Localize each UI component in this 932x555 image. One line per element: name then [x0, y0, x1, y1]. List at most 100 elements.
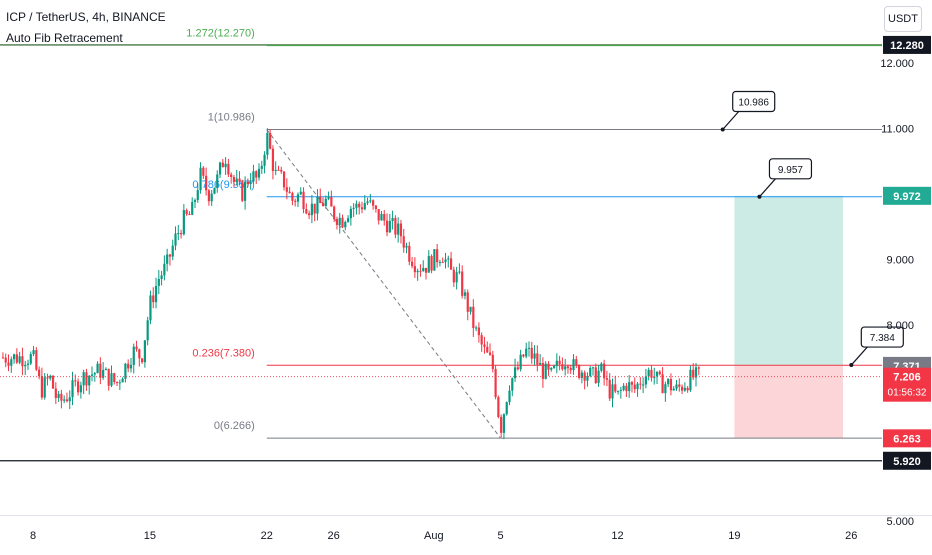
candle-body — [299, 191, 302, 195]
candle-76 — [213, 187, 216, 195]
price-label-bg — [883, 35, 931, 54]
candle-body — [591, 367, 595, 369]
candle-body — [221, 162, 224, 168]
candle-body — [552, 365, 556, 368]
candle-body — [463, 292, 467, 296]
candle-24 — [68, 390, 71, 410]
candle-166 — [463, 289, 467, 300]
callout-pointer — [850, 346, 868, 366]
candle-body — [533, 353, 536, 359]
candle-body — [488, 352, 492, 355]
candle-body — [143, 340, 146, 363]
candle-161 — [449, 251, 453, 270]
callout-text: 9.957 — [778, 165, 803, 176]
callout-anchor — [849, 363, 854, 368]
candle-7 — [21, 347, 24, 376]
candle-15 — [43, 373, 46, 400]
candle-body — [522, 354, 525, 357]
candle-body — [216, 174, 219, 188]
candle-180 — [502, 413, 506, 440]
candle-213 — [594, 363, 597, 384]
candle-body — [680, 386, 684, 391]
candle-227 — [633, 377, 636, 394]
candle-body — [525, 348, 528, 357]
callouts: 10.986 9.957 7.384 — [720, 90, 904, 368]
candle-34 — [96, 361, 99, 374]
candle-27 — [76, 378, 80, 396]
candle-body — [541, 363, 545, 379]
candle-body — [138, 349, 141, 359]
candle-250 — [697, 366, 700, 376]
candle-185 — [516, 361, 519, 371]
x-tick-1: 15 — [144, 530, 156, 542]
candle-body — [255, 171, 258, 178]
candle-123 — [344, 220, 347, 231]
candle-body — [230, 174, 233, 177]
candle-226 — [630, 380, 634, 393]
candle-111 — [310, 194, 313, 224]
fib-label-3: 0.236(7.380) — [192, 347, 254, 359]
candle-49 — [138, 348, 141, 367]
candle-body — [63, 399, 66, 401]
candle-149 — [416, 268, 419, 281]
candle-body — [224, 163, 227, 168]
candle-body — [246, 181, 249, 185]
candle-192 — [536, 345, 539, 372]
candle-17 — [49, 374, 52, 381]
candle-body — [232, 176, 236, 182]
candle-body — [683, 387, 686, 391]
candle-204 — [569, 365, 572, 375]
y-tick-1: 11.000 — [881, 124, 914, 136]
candle-169 — [472, 299, 475, 337]
candle-body — [658, 371, 661, 375]
candle-body — [391, 217, 394, 222]
candle-75 — [210, 189, 213, 206]
candle-body — [374, 205, 378, 210]
candle-248 — [692, 363, 695, 381]
candle-body — [179, 233, 183, 235]
candle-body — [243, 181, 247, 201]
candle-body — [327, 196, 330, 199]
candle-body — [127, 363, 130, 369]
candle-156 — [436, 243, 439, 268]
candle-body — [305, 209, 308, 214]
candle-187 — [522, 354, 525, 358]
callout-pointer — [759, 178, 776, 198]
candle-140 — [391, 210, 394, 230]
candle-170 — [475, 325, 478, 332]
candle-body — [341, 217, 344, 228]
candle-body — [616, 390, 620, 392]
candle-225 — [628, 375, 631, 398]
candle-body — [441, 262, 444, 264]
candle-67 — [188, 211, 191, 216]
candle-144 — [402, 228, 405, 253]
candle-122 — [341, 214, 344, 229]
candle-174 — [486, 341, 489, 353]
candle-244 — [680, 384, 684, 394]
candle-148 — [413, 257, 416, 278]
candle-body — [385, 220, 389, 233]
price-label-text: 12.280 — [890, 40, 924, 52]
candle-body — [249, 181, 252, 185]
candle-157 — [438, 259, 442, 267]
y-tick-2: 9.000 — [886, 254, 914, 266]
x-axis: 8 15 22 26 Aug 5 12 19 26 — [30, 530, 857, 542]
indicator-name[interactable]: Auto Fib Retracement — [6, 31, 123, 45]
candle-body — [207, 190, 211, 202]
candle-body — [672, 388, 675, 391]
candle-body — [313, 203, 316, 214]
candle-247 — [689, 365, 692, 392]
candle-body — [397, 223, 400, 235]
candle-body — [266, 132, 269, 155]
candle-240 — [669, 373, 673, 396]
candle-body — [500, 416, 503, 433]
currency-button[interactable]: USDT — [884, 6, 922, 32]
candle-body — [288, 191, 291, 194]
candle-body — [135, 346, 138, 350]
candle-196 — [547, 361, 550, 376]
candle-10 — [29, 351, 32, 366]
candle-body — [419, 270, 422, 272]
candle-30 — [85, 368, 88, 391]
